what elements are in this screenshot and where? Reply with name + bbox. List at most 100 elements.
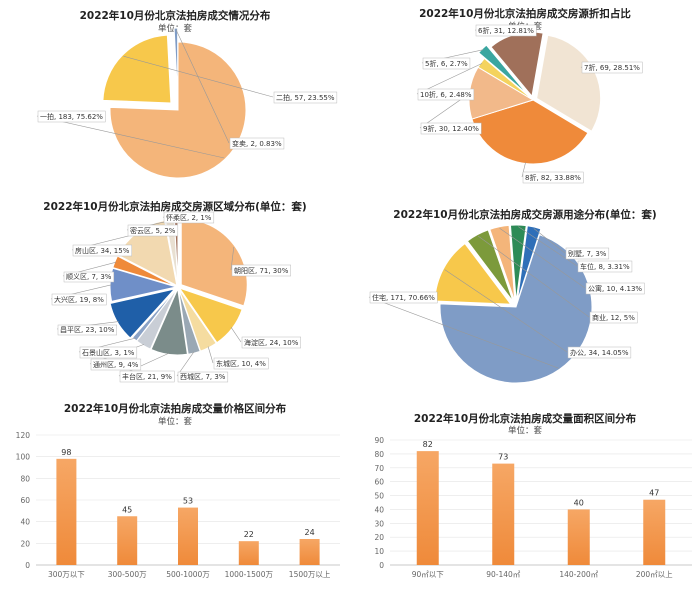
- pie-labels: 朝阳区, 71, 30% 海淀区, 24, 10% 东城区, 10, 4% 西城区, …: [50, 211, 301, 383]
- leader-line: [230, 327, 242, 343]
- chart-title: 2022年10月份北京法拍房成交房源折扣占比: [419, 8, 631, 20]
- bar-value-label: 82: [423, 440, 433, 449]
- pie-slice: [466, 229, 514, 303]
- x-tick-label: 90㎡以下: [412, 570, 445, 579]
- pie-slice: [178, 287, 243, 344]
- slice-label: 一拍, 183, 75.62%: [40, 112, 103, 121]
- pie-labels: 住宅, 171, 70.66% 办公, 34, 14.05% 商业, 12, 5% 公…: [368, 226, 645, 369]
- label-box: [585, 282, 645, 295]
- label-box: [422, 57, 471, 70]
- slice-label: 变卖, 2, 0.83%: [232, 139, 282, 148]
- bar: [178, 507, 198, 565]
- label-box: [72, 244, 132, 257]
- slice-label: 昌平区, 23, 10%: [60, 326, 115, 334]
- x-axis: 300万以下 300-500万 500-1000万 1000-1500万 1500万以上: [48, 570, 331, 579]
- label-box: [229, 137, 285, 150]
- x-axis: 90㎡以下 90-140㎡ 140-200㎡ 200㎡以上: [412, 570, 673, 579]
- pie-chart: 7折, 69, 28.51% 8折, 82, 33.88% 9折, 30, 12.4…: [416, 24, 643, 184]
- slice-label: 商业, 12, 5%: [592, 313, 635, 322]
- label-box: [177, 371, 229, 383]
- label-box: [581, 61, 643, 74]
- x-tick-label: 140-200㎡: [559, 570, 598, 579]
- label-box: [119, 370, 175, 383]
- pie-slice: [439, 234, 593, 384]
- slice-label: 丰台区, 21, 9%: [122, 372, 172, 381]
- label-box: [163, 211, 215, 224]
- leader-line: [521, 162, 526, 178]
- slice-label: 朝阳区, 71, 30%: [234, 266, 289, 275]
- pie-chart: 一拍, 183, 75.62% 二拍, 57, 23.55% 变卖, 2, 0.83…: [36, 27, 338, 179]
- pie-chart: 朝阳区, 71, 30% 海淀区, 24, 10% 东城区, 10, 4% 西城区, …: [50, 211, 301, 383]
- slice-label: 顺义区, 7, 3%: [66, 273, 112, 281]
- y-tick-label: 100: [16, 453, 31, 462]
- slice-label: 公寓, 10, 4.13%: [588, 284, 642, 293]
- pie-labels: 7折, 69, 28.51% 8折, 82, 33.88% 9折, 30, 12.4…: [416, 24, 643, 184]
- slice-label: 石景山区, 3, 1%: [82, 348, 135, 357]
- slice-label: 车位, 8, 3.31%: [580, 262, 630, 271]
- slice-label: 东城区, 10, 4%: [216, 359, 266, 368]
- chart-panel-discount: 2022年10月份北京法拍房成交房源折扣占比 单位：套 7折, 69, 28.5…: [350, 0, 700, 195]
- label-box: [127, 224, 179, 237]
- chart-panel-auction-rounds: 2022年10月份北京法拍房成交情况分布 单位：套 一拍, 183, 75.62…: [0, 0, 350, 195]
- leader-line: [499, 227, 586, 289]
- y-tick-label: 0: [379, 561, 384, 570]
- y-tick-label: 0: [25, 561, 30, 570]
- slice-label: 西城区, 7, 3%: [180, 373, 226, 381]
- y-tick-label: 120: [16, 431, 31, 440]
- label-box: [475, 24, 537, 37]
- leader-line: [477, 235, 590, 318]
- pie-slice: [177, 288, 201, 355]
- bar: [56, 458, 77, 565]
- chart-title: 2022年10月份北京法拍房成交房源区域分布(单位：套): [43, 201, 307, 213]
- bar-value-label: 53: [183, 497, 193, 506]
- chart-title: 2022年10月份北京法拍房成交量价格区间分布: [63, 403, 287, 415]
- slice-label: 怀柔区, 2, 1%: [166, 213, 212, 222]
- pie-slices: [468, 31, 602, 165]
- pie-slice: [150, 287, 188, 356]
- y-tick-label: 30: [374, 519, 384, 528]
- pie-slice: [478, 44, 528, 95]
- leader-line: [175, 29, 230, 144]
- slice-label: 10折, 6, 2.48%: [420, 90, 472, 99]
- chart-panel-price-range: 2022年10月份北京法拍房成交量价格区间分布 单位：套 0 20 40 60 80 10…: [0, 395, 350, 597]
- chart-title: 2022年10月份北京法拍房成交房源用途分布(单位：套): [393, 209, 657, 221]
- y-tick-label: 20: [374, 533, 384, 542]
- slice-label: 密云区, 5, 2%: [130, 226, 176, 235]
- label-box: [589, 311, 638, 324]
- pie-slices: [434, 224, 593, 384]
- y-axis: 0 10 20 30 40 50 60 70 80 90: [374, 436, 384, 570]
- chart-title: 2022年10月份北京法拍房成交量面积区间分布: [413, 413, 637, 425]
- pie-labels: 一拍, 183, 75.62% 二拍, 57, 23.55% 变卖, 2, 0.83…: [36, 29, 338, 159]
- y-tick-label: 60: [20, 496, 30, 505]
- y-tick-label: 70: [374, 464, 384, 473]
- pie-slice: [131, 288, 178, 342]
- bar-value-label: 24: [305, 528, 315, 537]
- slice-label: 办公, 34, 14.05%: [570, 348, 629, 357]
- slice-label: 9折, 30, 12.40%: [423, 124, 479, 133]
- leader-line: [207, 346, 214, 364]
- leader-line: [444, 269, 568, 353]
- chart-panel-district: 2022年10月份北京法拍房成交房源区域分布(单位：套) 朝阳区, 71, 30…: [0, 195, 350, 395]
- pie-slice: [102, 34, 172, 104]
- label-box: [37, 110, 106, 123]
- y-tick-label: 80: [374, 450, 384, 459]
- y-axis: 0 20 40 60 80 100 120: [16, 431, 31, 570]
- bar-chart: 0 20 40 60 80 100 120 98 45 53 22 24 300万以下 300-500万 5…: [16, 431, 340, 579]
- x-tick-label: 90-140㎡: [486, 570, 521, 579]
- label-box: [369, 291, 438, 304]
- label-box: [565, 247, 610, 260]
- slice-label: 住宅, 171, 70.66%: [372, 293, 435, 302]
- slice-label: 7折, 69, 28.51%: [584, 63, 640, 72]
- label-box: [213, 357, 269, 370]
- pie-slice: [173, 27, 179, 97]
- bar-value-label: 45: [122, 505, 132, 514]
- pie-slice: [489, 224, 516, 302]
- pie-slice: [109, 267, 178, 302]
- x-tick-label: 1500万以上: [289, 570, 331, 579]
- x-tick-label: 500-1000万: [166, 570, 210, 579]
- slice-label: 5折, 6, 2.7%: [425, 59, 468, 68]
- chart-panel-usage: 2022年10月份北京法拍房成交房源用途分布(单位：套) 住宅, 171, 70…: [350, 195, 700, 395]
- slice-label: 海淀区, 24, 10%: [244, 338, 299, 347]
- x-tick-label: 200㎡以上: [636, 570, 673, 579]
- y-tick-label: 40: [374, 505, 384, 514]
